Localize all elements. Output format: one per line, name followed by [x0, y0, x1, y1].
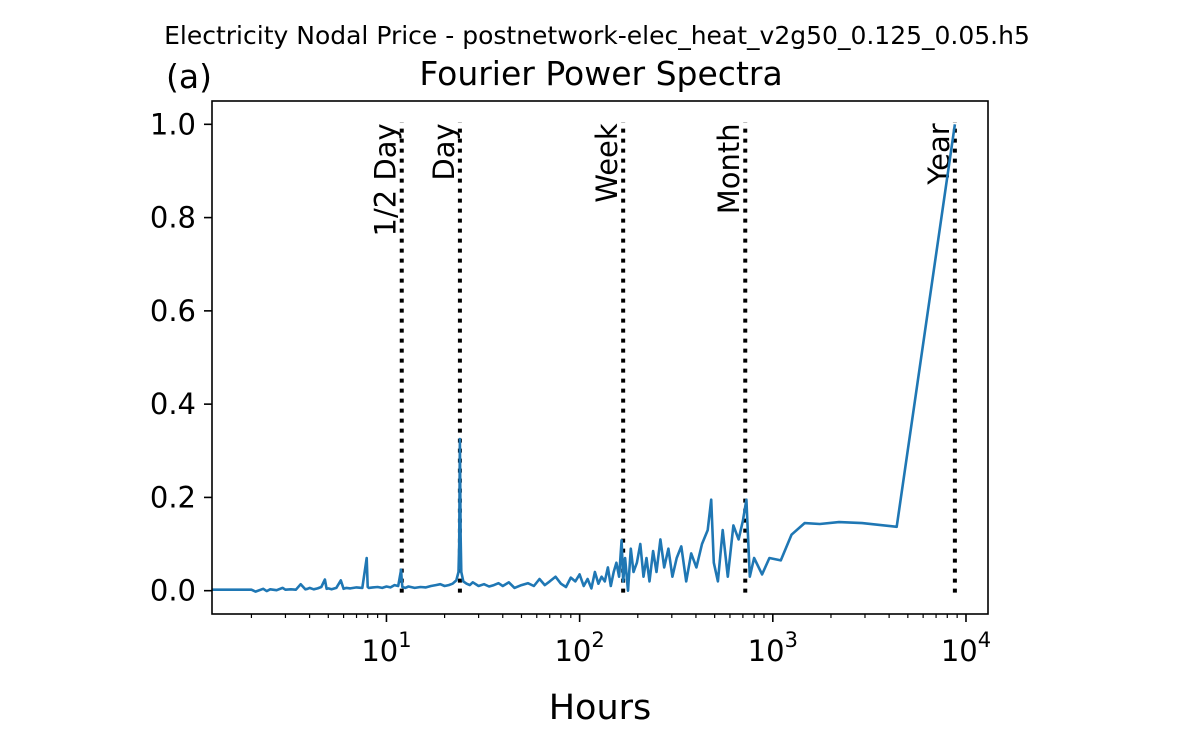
series-line-0 [212, 124, 957, 593]
y-tick-label-4: 0.8 [150, 201, 196, 235]
panel-label: (a) [166, 57, 212, 96]
y-tick-label-2: 0.4 [150, 387, 196, 421]
plot-frame [211, 100, 989, 615]
x-axis: 101 102 103 104 [250, 614, 991, 668]
x-tick-label-3: 104 [941, 628, 991, 668]
reference-lines: 1/2 Day Day Week Month Year [369, 122, 957, 593]
x-axis-label: Hours [549, 688, 652, 728]
y-axis: 0.0 0.2 0.4 0.6 0.8 1.0 [150, 107, 212, 608]
reference-label-3: Month [712, 123, 746, 214]
y-tick-label-3: 0.6 [150, 294, 196, 328]
chart-title: Fourier Power Spectra [419, 54, 782, 93]
y-tick-label-5: 1.0 [150, 107, 196, 141]
reference-label-1: Day [427, 123, 461, 180]
x-tick-label-1: 102 [554, 628, 604, 668]
y-tick-label-0: 0.0 [150, 574, 196, 608]
reference-label-0: 1/2 Day [369, 123, 403, 236]
x-tick-label-0: 101 [361, 628, 411, 668]
y-tick-label-1: 0.2 [150, 480, 196, 514]
x-tick-label-2: 103 [748, 628, 798, 668]
series-layer [212, 124, 957, 593]
reference-label-2: Week [590, 123, 624, 203]
figure-suptitle: Electricity Nodal Price - postnetwork-el… [164, 21, 1030, 50]
